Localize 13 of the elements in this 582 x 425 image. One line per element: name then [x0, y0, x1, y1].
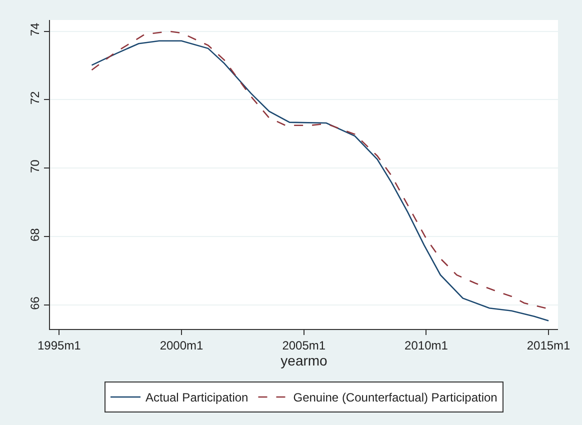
y-tick-label: 74	[28, 22, 42, 36]
x-tick-label: 2000m1	[160, 338, 204, 352]
x-tick-label: 2010m1	[404, 338, 448, 352]
x-tick-label: 2015m1	[526, 338, 571, 352]
x-axis-title: yearmo	[280, 352, 328, 368]
legend-label: Genuine (Counterfactual) Participation	[293, 390, 498, 405]
y-tick-label: 70	[28, 159, 42, 174]
y-tick-label: 72	[28, 90, 42, 105]
y-tick-label: 68	[28, 228, 42, 242]
legend-label: Actual Participation	[146, 390, 248, 405]
y-tick-label: 66	[28, 296, 42, 310]
x-tick-label: 1995m1	[37, 338, 82, 352]
x-tick-label: 2005m1	[282, 338, 326, 352]
